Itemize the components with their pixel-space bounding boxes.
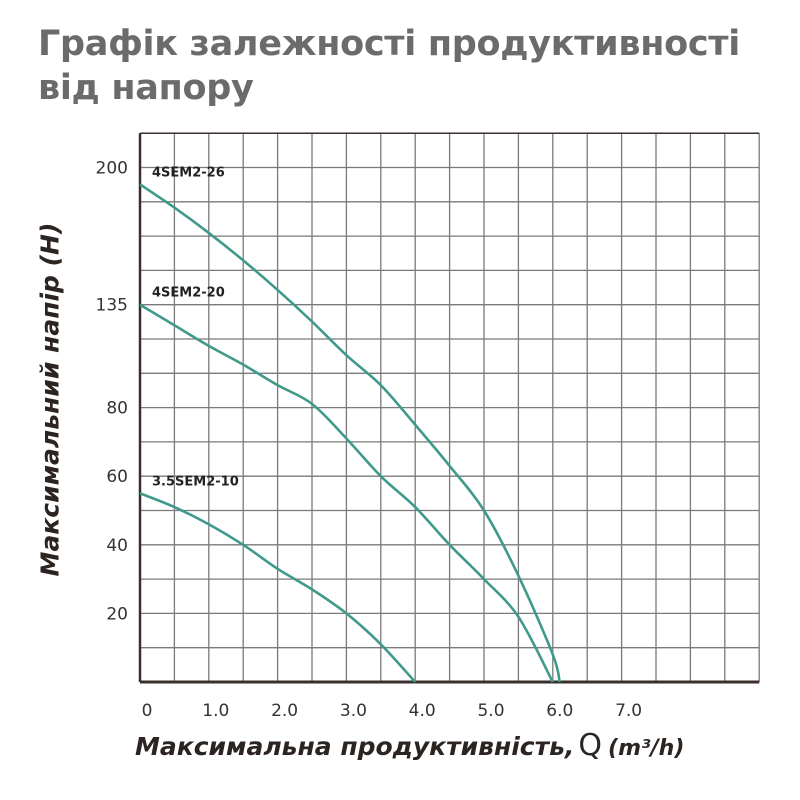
series-line-3-5sem2-10 — [139, 492, 417, 683]
x-tick-label: 1.0 — [202, 701, 229, 721]
series-label: 4SEM2-26 — [152, 165, 225, 180]
x-tick-label: 4.0 — [409, 701, 436, 721]
x-axis-symbol: Q — [578, 728, 603, 763]
series-label: 3.5SEM2-10 — [152, 474, 239, 489]
x-axis-label-text: Максимальна продуктивність, — [135, 732, 575, 761]
x-tick-label: 0 — [142, 701, 153, 721]
x-tick-label: 5.0 — [477, 701, 504, 721]
x-tick-label: 3.0 — [340, 701, 367, 721]
x-tick-label: 6.0 — [546, 701, 573, 721]
y-tick-label: 20 — [106, 604, 128, 624]
series-line-4sem2-26 — [139, 183, 561, 683]
x-axis-label: Максимальна продуктивність, Q (m³/h) — [135, 728, 684, 763]
series-label: 4SEM2-20 — [152, 286, 225, 301]
y-tick-label: 135 — [96, 296, 128, 316]
series-line-4sem2-20 — [139, 303, 554, 683]
y-tick-label: 40 — [106, 536, 128, 556]
chart-title: Графік залежності продуктивності від нап… — [38, 24, 740, 108]
x-axis-unit: (m³/h) — [608, 736, 685, 761]
y-tick-label: 60 — [106, 467, 128, 487]
y-tick-label: 200 — [96, 159, 128, 179]
x-tick-label: 7.0 — [615, 701, 642, 721]
y-tick-label: 80 — [106, 399, 128, 419]
x-tick-label: 2.0 — [271, 701, 298, 721]
